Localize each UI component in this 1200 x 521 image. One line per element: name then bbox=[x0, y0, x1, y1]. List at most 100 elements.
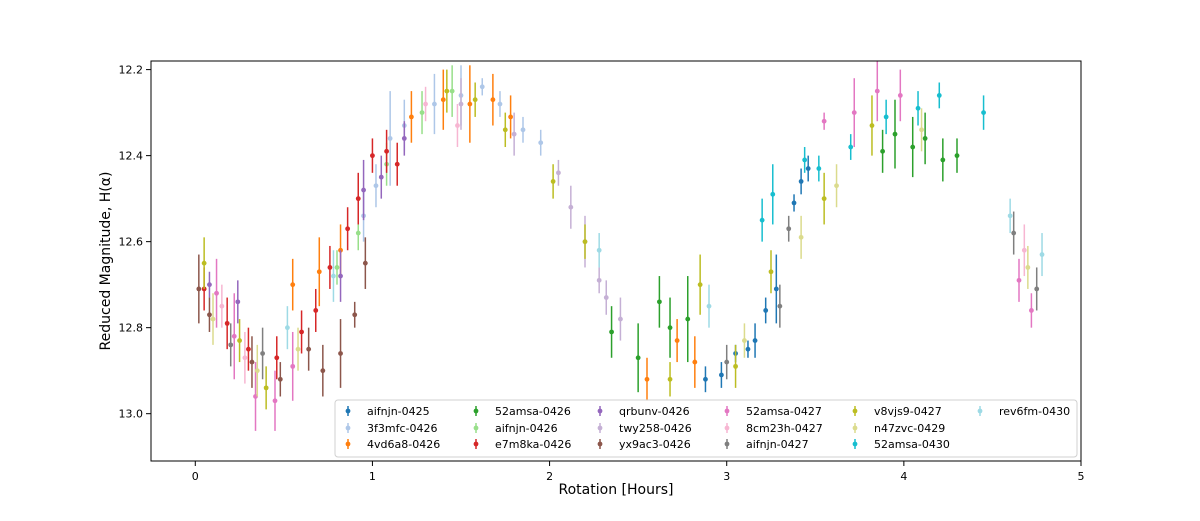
legend-entry: 4vd6a8-0426 bbox=[345, 438, 440, 451]
data-point bbox=[880, 148, 885, 154]
data-point bbox=[1029, 308, 1034, 313]
data-point bbox=[874, 88, 880, 94]
legend-entry: n47zvc-0429 bbox=[852, 422, 945, 435]
data-point bbox=[362, 260, 368, 266]
data-point bbox=[479, 84, 485, 90]
legend-entry: e7m8ka-0426 bbox=[473, 438, 571, 451]
legend-label: n47zvc-0429 bbox=[874, 422, 945, 435]
data-point bbox=[773, 286, 779, 292]
data-point bbox=[786, 226, 792, 232]
data-point bbox=[419, 110, 425, 116]
legend-marker bbox=[345, 425, 351, 431]
legend-label: qrbunv-0426 bbox=[619, 405, 690, 418]
series-twy258-0426 bbox=[458, 78, 623, 341]
data-point bbox=[472, 97, 478, 103]
legend-label: twy258-0426 bbox=[619, 422, 692, 435]
legend-marker bbox=[473, 408, 479, 414]
data-point bbox=[316, 269, 322, 275]
data-point bbox=[432, 101, 437, 107]
data-point bbox=[440, 97, 446, 103]
data-point bbox=[331, 273, 336, 279]
data-point bbox=[919, 127, 924, 133]
data-point bbox=[851, 110, 857, 116]
data-point bbox=[791, 200, 797, 206]
data-point bbox=[320, 368, 326, 374]
data-point bbox=[237, 338, 242, 343]
legend-entry: 52amsa-0426 bbox=[473, 405, 571, 418]
data-point bbox=[338, 273, 343, 279]
data-point bbox=[1011, 230, 1017, 236]
data-point bbox=[618, 316, 623, 322]
data-point bbox=[409, 114, 414, 120]
data-point bbox=[285, 325, 290, 331]
plot-frame bbox=[150, 60, 1082, 462]
data-point bbox=[848, 144, 854, 150]
legend-label: v8vjs9-0427 bbox=[874, 405, 942, 418]
x-tick-label: 5 bbox=[1078, 470, 1085, 483]
data-point bbox=[759, 217, 765, 223]
legend-marker bbox=[724, 408, 730, 414]
data-point bbox=[719, 372, 724, 378]
legend-label: e7m8ka-0426 bbox=[495, 438, 571, 451]
legend-entry: aifnjn-0426 bbox=[473, 422, 558, 435]
legend-box bbox=[334, 399, 1078, 458]
data-point bbox=[770, 191, 776, 197]
legend-entry: 3f3mfc-0426 bbox=[345, 422, 437, 435]
series-qrbunv-0426 bbox=[207, 121, 407, 324]
y-tick-label: 12.6 bbox=[119, 236, 144, 249]
data-point bbox=[936, 93, 942, 98]
series-e7m8ka-0426 bbox=[201, 129, 400, 380]
data-point bbox=[384, 148, 389, 154]
data-point bbox=[235, 299, 241, 305]
data-point bbox=[378, 174, 384, 180]
legend-label: 52amsa-0430 bbox=[874, 438, 950, 451]
data-point bbox=[821, 118, 827, 124]
data-point bbox=[603, 295, 609, 300]
data-point bbox=[219, 303, 225, 309]
data-point bbox=[802, 157, 808, 163]
data-marks bbox=[196, 61, 1045, 431]
legend-label: yx9ac3-0426 bbox=[619, 438, 691, 451]
data-point bbox=[674, 338, 680, 343]
data-point bbox=[596, 247, 602, 253]
series-n47zvc-0429 bbox=[210, 108, 1031, 397]
data-point bbox=[210, 316, 216, 322]
legend-entry: 52amsa-0427 bbox=[724, 405, 822, 418]
legend-label: 3f3mfc-0426 bbox=[367, 422, 437, 435]
data-point bbox=[940, 157, 946, 163]
legend-entry: twy258-0426 bbox=[597, 422, 692, 435]
data-point bbox=[609, 329, 614, 335]
data-point bbox=[954, 153, 960, 159]
data-point bbox=[596, 277, 602, 283]
legend-label: 52amsa-0427 bbox=[746, 405, 822, 418]
y-axis: 12.2 12.4 12.6 12.8 13.0 bbox=[119, 64, 151, 421]
data-point bbox=[1034, 286, 1040, 292]
y-axis-label: Reduced Magnitude, H(α) bbox=[98, 172, 114, 351]
series-8cm23h-0427 bbox=[219, 86, 1027, 384]
data-point bbox=[274, 355, 280, 361]
x-tick-label: 2 bbox=[546, 470, 553, 483]
data-point bbox=[752, 338, 758, 343]
legend-marker bbox=[724, 441, 730, 447]
data-point bbox=[777, 303, 783, 309]
data-point bbox=[387, 136, 393, 141]
legend-label: 4vd6a8-0426 bbox=[367, 438, 440, 451]
series-52amsa-0430 bbox=[759, 82, 986, 242]
legend-marker bbox=[345, 441, 351, 447]
data-point bbox=[1025, 265, 1031, 270]
data-point bbox=[361, 187, 366, 193]
data-point bbox=[490, 97, 496, 103]
data-point bbox=[550, 179, 556, 184]
data-point bbox=[455, 123, 460, 128]
data-point bbox=[821, 196, 827, 202]
data-point bbox=[260, 351, 265, 356]
data-point bbox=[345, 226, 351, 232]
data-point bbox=[556, 170, 561, 176]
data-point bbox=[768, 269, 774, 275]
legend-marker bbox=[977, 408, 983, 414]
data-point bbox=[692, 359, 698, 365]
data-point bbox=[1039, 252, 1045, 257]
data-point bbox=[355, 196, 361, 202]
data-point bbox=[511, 131, 517, 137]
